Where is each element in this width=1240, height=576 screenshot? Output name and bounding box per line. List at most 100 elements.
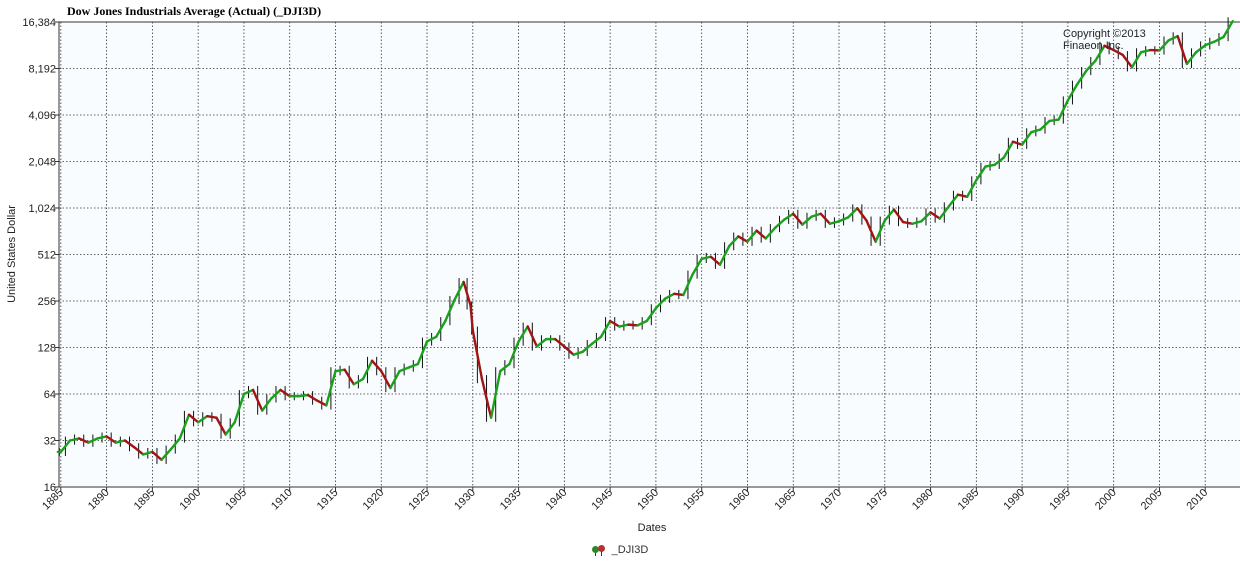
series-segment — [993, 156, 1005, 166]
series-segment — [1204, 40, 1216, 47]
series-segment — [1121, 53, 1134, 69]
series-segment — [1103, 44, 1115, 52]
x-tick-label: 1930 — [452, 487, 478, 513]
series-segment — [462, 280, 472, 307]
x-axis-label: Dates — [638, 522, 667, 534]
series-segment — [709, 255, 722, 266]
series-segment — [279, 388, 291, 398]
legend: _DJI3D — [0, 544, 1240, 557]
series-segment — [169, 437, 182, 451]
series-segment — [1112, 48, 1125, 57]
series-segment — [773, 218, 786, 230]
series-segment — [489, 369, 502, 419]
series-segment — [187, 413, 200, 424]
y-tick-label: 4,096 — [28, 110, 56, 122]
series-segment — [160, 448, 172, 461]
series-segment — [315, 399, 328, 407]
x-tick-label: 2005 — [1139, 487, 1165, 513]
series-segment — [1158, 39, 1170, 52]
series-segment — [984, 163, 996, 168]
series-segment — [206, 414, 218, 419]
series-segment — [242, 388, 255, 396]
series-segment — [590, 335, 603, 346]
series-segment — [270, 388, 282, 400]
x-tick-label: 1890 — [86, 487, 112, 513]
series-segment — [883, 208, 896, 222]
series-segment — [1130, 50, 1143, 69]
series-segment — [380, 369, 392, 390]
series-segment — [654, 297, 667, 310]
y-tick-label: 512 — [38, 250, 56, 262]
series-segment — [535, 337, 548, 348]
series-segment — [361, 359, 374, 381]
series-segment — [87, 437, 99, 444]
series-segment — [178, 413, 191, 440]
series-segment — [343, 368, 355, 386]
series-segment — [718, 244, 731, 266]
series-segment — [96, 435, 108, 440]
series-segment — [792, 212, 804, 226]
series-segment — [947, 193, 960, 208]
y-tick-label: 1,024 — [28, 203, 56, 215]
series-segment — [1057, 99, 1070, 121]
x-tick-label: 1900 — [177, 487, 203, 513]
series-segment — [901, 220, 914, 225]
series-segment — [892, 208, 905, 224]
x-tick-label: 1995 — [1047, 487, 1073, 513]
chart-title: Dow Jones Industrials Average (Actual) (… — [67, 4, 322, 18]
series-segment — [700, 255, 713, 261]
series-segment — [407, 362, 420, 369]
series-segment — [471, 329, 484, 381]
x-tick-label: 1980 — [910, 487, 936, 513]
series-segment — [1039, 119, 1051, 131]
y-tick-label: 8,192 — [28, 64, 56, 76]
x-tick-label: 1910 — [269, 487, 295, 513]
copyright-notice: Copyright ©2013 Finaeon Inc. — [1063, 28, 1146, 52]
series-segment — [508, 340, 520, 366]
x-tick-label: 1985 — [956, 487, 982, 513]
series-segment — [599, 319, 612, 339]
series-segment — [389, 369, 401, 390]
y-tick-label: 16 — [44, 482, 56, 494]
series-segment — [425, 335, 438, 343]
series-segment — [764, 226, 777, 240]
series-segment — [608, 319, 621, 328]
x-tick-label: 1945 — [589, 487, 615, 513]
series-segment — [727, 235, 740, 248]
x-tick-label: 1965 — [773, 487, 799, 513]
y-tick-label: 2,048 — [28, 157, 56, 169]
series-segment — [325, 369, 337, 407]
series-segment — [297, 393, 310, 398]
series-segment — [563, 345, 575, 356]
series-segment — [251, 388, 264, 412]
series-segment — [352, 377, 365, 386]
series-segment — [572, 350, 584, 356]
series-segment — [370, 359, 383, 373]
series-segment — [1213, 35, 1225, 43]
series-segment — [956, 193, 969, 199]
series-segment — [123, 439, 136, 449]
legend-label: _DJI3D — [611, 544, 649, 556]
series-segment — [334, 368, 346, 373]
series-segment — [434, 319, 447, 339]
x-tick-label: 1905 — [223, 487, 249, 513]
series-segment — [691, 257, 703, 276]
series-segment — [828, 220, 841, 225]
y-tick-label: 128 — [38, 343, 56, 355]
x-tick-label: 2000 — [1093, 487, 1119, 513]
series-segment — [132, 445, 145, 456]
series-segment — [1011, 140, 1024, 146]
series-segment — [874, 219, 886, 243]
series-segment — [746, 229, 758, 243]
series-segment — [618, 323, 630, 328]
series-segment — [233, 392, 246, 424]
series-segment — [105, 435, 117, 444]
series-segment — [453, 280, 465, 302]
x-tick-label: 1915 — [315, 487, 341, 513]
series-segment — [1030, 128, 1042, 134]
series-segment — [673, 292, 685, 297]
series-segment — [819, 212, 832, 225]
series-segment — [975, 165, 987, 182]
series-segment — [142, 450, 154, 456]
